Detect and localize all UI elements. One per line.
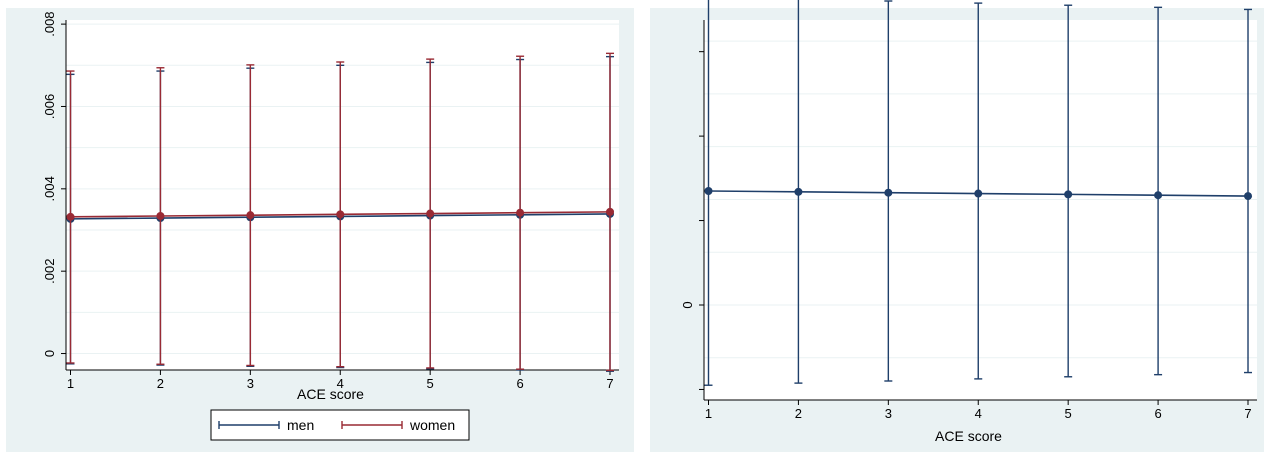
data-point: [794, 187, 803, 196]
legend-label: women: [409, 417, 455, 433]
chart-panel-2: 0 1 2 3 4 5 6 7 ACE score: [650, 0, 1264, 452]
x-tick-label: 6: [516, 376, 523, 391]
legend-label: men: [287, 417, 314, 433]
x-tick-label: 6: [1154, 406, 1161, 421]
y-tick-label: .008: [42, 11, 57, 36]
y-tick-label: .006: [42, 94, 57, 119]
data-point: [336, 210, 345, 219]
chart-panel-1: 0 .002 .004 .006 .008 1 2 3 4 5 6 7 ACE score men wome…: [6, 8, 634, 452]
data-point: [246, 211, 255, 220]
x-axis-label: ACE score: [297, 386, 364, 402]
x-tick-label: 3: [885, 406, 892, 421]
x-tick-label: 4: [337, 376, 344, 391]
x-tick-label: 5: [1065, 406, 1072, 421]
data-point: [1064, 190, 1073, 199]
x-tick-label: 7: [606, 376, 613, 391]
x-tick-label: 7: [1244, 406, 1251, 421]
data-point: [606, 207, 615, 216]
data-point: [66, 212, 75, 221]
data-point: [974, 189, 983, 198]
data-point: [1154, 191, 1163, 200]
x-tick-label: 1: [705, 406, 712, 421]
data-point: [516, 208, 525, 217]
x-tick-label: 4: [975, 406, 982, 421]
data-point: [426, 209, 435, 218]
x-tick-label: 5: [427, 376, 434, 391]
data-point: [156, 212, 165, 220]
x-tick-label: 1: [67, 376, 74, 391]
data-point: [1244, 192, 1253, 201]
data-point: [704, 187, 713, 195]
x-axis-label: ACE score: [935, 428, 1002, 444]
x-tick-label: 2: [795, 406, 802, 421]
plot-area: [66, 20, 619, 370]
series-series-0: [704, 0, 1253, 386]
data-point: [884, 188, 893, 197]
y-tick-label: .004: [42, 176, 57, 201]
plot-area: [704, 20, 1257, 400]
x-tick-label: 2: [157, 376, 164, 391]
y-tick-label: 0: [42, 350, 57, 357]
x-tick-label: 3: [247, 376, 254, 391]
y-tick-label: 0: [680, 301, 695, 308]
legend: men women: [210, 409, 470, 441]
series-women: [66, 52, 615, 372]
y-tick-label: .002: [42, 259, 57, 284]
